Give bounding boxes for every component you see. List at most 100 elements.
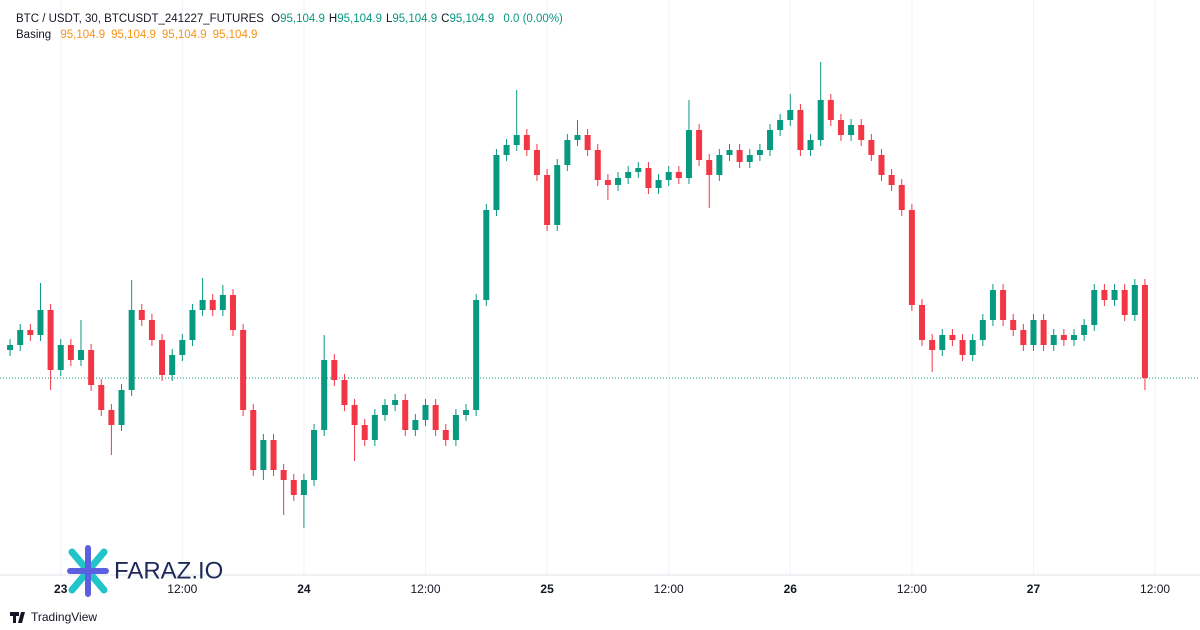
candle-body <box>726 150 733 155</box>
candle-body <box>615 178 622 185</box>
candle-body <box>392 400 399 405</box>
indicator-value: 95,104.9 <box>60 29 106 41</box>
x-tick-label: 12:00 <box>410 582 440 596</box>
candle-body <box>300 480 307 495</box>
candle-body <box>716 155 723 175</box>
candle-body <box>979 320 986 340</box>
candle-body <box>442 430 449 440</box>
candle-body <box>888 175 895 185</box>
ohlc-key: O <box>271 13 281 25</box>
candle-body <box>1081 325 1088 335</box>
indicator-value: 95,104.9 <box>111 29 156 41</box>
candle-body <box>837 120 844 135</box>
candle-body <box>1040 320 1047 345</box>
candle-body <box>513 135 520 145</box>
candle-body <box>159 340 166 375</box>
ohlc-key: C <box>441 13 450 25</box>
candle-body <box>1010 320 1017 330</box>
candle-body <box>402 400 409 430</box>
indicator-value: 95,104.9 <box>161 29 207 41</box>
candle-body <box>1131 285 1138 315</box>
candle-body <box>777 120 784 130</box>
candle-body <box>27 330 34 335</box>
candle-body <box>878 155 885 175</box>
indicator: Basing 95,104.9 95,104.9 95,104.9 95,104.9 <box>16 29 257 41</box>
candle-body <box>645 168 652 188</box>
candle-body <box>17 330 24 345</box>
x-tick-label: 26 <box>784 582 798 596</box>
ohlc-value: 95,104.9 <box>337 13 382 25</box>
candle-body <box>655 180 662 188</box>
candle-body <box>959 340 966 355</box>
candle-body <box>1060 335 1067 340</box>
ohlc-value: 95,104.9 <box>280 13 325 25</box>
candle-body <box>199 300 206 310</box>
x-tick-label: 23 <box>54 582 68 596</box>
candle-body <box>290 480 297 495</box>
logo-text: FARAZ.IO <box>114 557 223 584</box>
candle-body <box>250 410 257 470</box>
candle-body <box>544 175 551 225</box>
candle-body <box>67 345 74 360</box>
candle-body <box>1141 285 1148 378</box>
candle-body <box>179 340 186 355</box>
candle-body <box>939 335 946 350</box>
candle-body <box>767 130 774 150</box>
candle-body <box>219 295 226 310</box>
candle-body <box>412 420 419 430</box>
candle-body <box>57 345 64 370</box>
change: 0.0 (0.00%) <box>503 13 563 25</box>
candle-body <box>989 290 996 320</box>
candle-body <box>88 350 95 385</box>
candle-body <box>463 410 470 415</box>
candle-body <box>311 430 318 480</box>
candle-body <box>483 210 490 300</box>
candle-body <box>797 110 804 150</box>
x-tick-label: 12:00 <box>1140 582 1170 596</box>
candle-body <box>625 172 632 178</box>
candle-body <box>361 425 368 440</box>
ohlc-key: H <box>328 13 338 25</box>
x-tick-label: 12:00 <box>654 582 684 596</box>
candle-body <box>37 310 44 335</box>
candle-body <box>1050 335 1057 345</box>
candle-body <box>381 405 388 415</box>
candle-body <box>148 320 155 340</box>
candle-body <box>331 360 338 380</box>
candle-body <box>270 440 277 470</box>
candle-body <box>817 100 824 140</box>
candle-body <box>675 172 682 178</box>
candle-body <box>7 345 14 350</box>
x-tick-label: 25 <box>540 582 554 596</box>
candle-body <box>77 350 84 360</box>
candle-body <box>240 330 247 410</box>
candle-body <box>523 135 530 150</box>
candle-body <box>574 135 581 140</box>
candle-body <box>969 340 976 355</box>
candle-body <box>756 150 763 155</box>
candle-body <box>736 150 743 162</box>
candle-body <box>635 168 642 172</box>
x-tick-label: 12:00 <box>897 582 927 596</box>
candle-body <box>1091 290 1098 325</box>
candle-body <box>493 155 500 210</box>
candle-body <box>949 335 956 340</box>
candle-body <box>1101 290 1108 300</box>
candle-body <box>1030 320 1037 345</box>
candle-body <box>280 470 287 480</box>
candle-body <box>229 295 236 330</box>
candle-body <box>665 172 672 180</box>
symbol: BTC / USDT, 30, BTCUSDT_241227_FUTURES <box>16 13 264 25</box>
candle-body <box>746 155 753 162</box>
x-tick-label: 27 <box>1027 582 1041 596</box>
candle-body <box>169 355 176 375</box>
candle-body <box>1020 330 1027 345</box>
candle-body <box>807 140 814 150</box>
brand-icon <box>10 612 25 623</box>
indicator-value: 95,104.9 <box>212 29 258 41</box>
candle-body <box>564 140 571 165</box>
candle-body <box>473 300 480 410</box>
candle-body <box>584 135 591 150</box>
